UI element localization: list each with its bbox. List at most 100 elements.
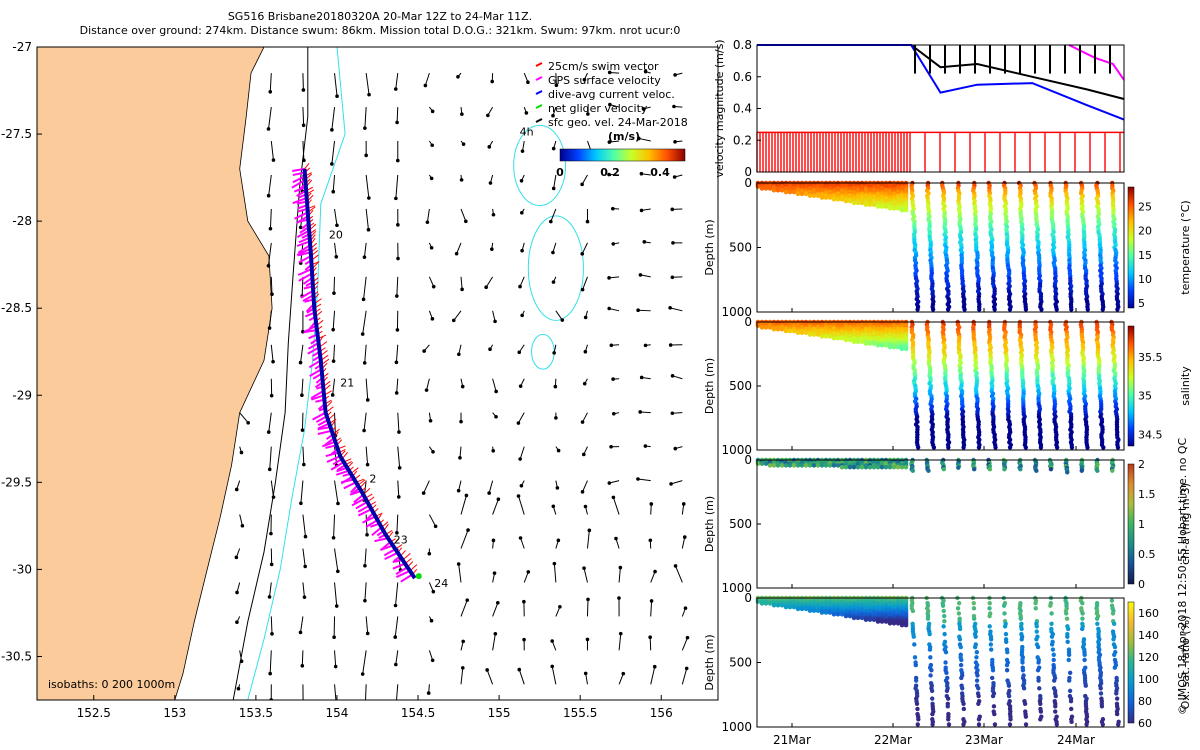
data-dot bbox=[783, 328, 789, 334]
current-arrow-head bbox=[496, 497, 501, 501]
data-dot bbox=[1079, 626, 1085, 632]
current-arrow-head bbox=[267, 326, 272, 330]
data-dot bbox=[1064, 611, 1069, 616]
time-x-tick-label: 22Mar bbox=[874, 733, 912, 747]
current-arrow-head bbox=[331, 359, 336, 363]
current-arrow-head bbox=[461, 639, 465, 644]
data-dot bbox=[1022, 701, 1028, 706]
current-arrow bbox=[396, 107, 399, 123]
gps-velocity-vector bbox=[298, 255, 312, 264]
data-dot bbox=[855, 200, 861, 206]
data-dot bbox=[1100, 307, 1105, 312]
data-dot bbox=[803, 463, 809, 468]
current-arrow-head bbox=[361, 297, 366, 302]
data-dot bbox=[823, 610, 829, 615]
current-arrow-head bbox=[360, 672, 365, 676]
current-arrow-head bbox=[522, 637, 526, 642]
data-dot bbox=[831, 611, 837, 617]
current-arrow-head bbox=[494, 389, 498, 394]
current-arrow bbox=[681, 536, 686, 549]
current-arrow-head bbox=[617, 596, 621, 600]
swim-vector bbox=[304, 163, 310, 170]
current-arrow bbox=[520, 537, 525, 549]
current-arrow bbox=[364, 107, 367, 129]
data-dot bbox=[763, 325, 769, 330]
land-mass bbox=[37, 47, 273, 700]
data-dot bbox=[1004, 662, 1010, 668]
data-dot bbox=[783, 604, 789, 610]
current-arrow bbox=[618, 567, 621, 583]
data-dot bbox=[930, 696, 935, 701]
data-dot bbox=[977, 307, 982, 312]
current-arrow-head bbox=[303, 564, 307, 569]
data-dot bbox=[973, 634, 978, 639]
current-arrow bbox=[301, 276, 304, 297]
current-arrow-head bbox=[460, 384, 465, 389]
current-arrow-head bbox=[298, 630, 303, 635]
data-dot bbox=[815, 463, 821, 468]
data-dot bbox=[855, 464, 861, 470]
map-x-tick-label: 154 bbox=[326, 706, 349, 720]
current-arrow-head bbox=[266, 127, 271, 131]
current-arrow bbox=[460, 276, 463, 290]
data-dot bbox=[944, 670, 949, 676]
data-dot bbox=[755, 184, 761, 189]
data-dot bbox=[839, 335, 845, 341]
current-arrow-head bbox=[300, 664, 305, 668]
depth-panel-bg bbox=[757, 322, 1124, 450]
current-arrow-head bbox=[365, 631, 370, 636]
current-arrow bbox=[555, 73, 557, 86]
data-dot bbox=[759, 461, 765, 466]
colorbar-tick-label: 20 bbox=[1138, 225, 1152, 238]
data-dot bbox=[1004, 668, 1010, 673]
data-dot bbox=[755, 461, 761, 466]
current-arrow-head bbox=[302, 158, 306, 163]
data-dot bbox=[867, 341, 873, 346]
depth-y-tick-label: 1000 bbox=[721, 443, 752, 457]
data-dot bbox=[913, 678, 919, 683]
depth-panel-dots bbox=[755, 457, 1116, 475]
data-dot bbox=[787, 604, 793, 610]
data-dot bbox=[1082, 657, 1087, 663]
current-arrow-head bbox=[363, 598, 367, 603]
data-dot bbox=[1069, 307, 1074, 312]
current-arrow bbox=[334, 73, 338, 97]
current-arrow bbox=[269, 73, 272, 92]
gps-velocity-vector bbox=[292, 167, 305, 172]
current-arrow bbox=[269, 310, 272, 329]
data-dot bbox=[1049, 634, 1055, 639]
data-dot bbox=[775, 463, 781, 468]
data-dot bbox=[988, 637, 994, 642]
data-dot bbox=[975, 673, 980, 678]
gps-velocity-vector bbox=[335, 469, 350, 476]
day-label: 20 bbox=[329, 229, 343, 242]
gps-velocity-vector bbox=[330, 461, 345, 471]
data-dot bbox=[1006, 693, 1012, 699]
current-arrow bbox=[396, 276, 399, 297]
depth-panel-dots bbox=[755, 319, 1121, 450]
data-dot bbox=[971, 467, 977, 472]
current-arrow-head bbox=[460, 287, 464, 292]
current-arrow-head bbox=[681, 502, 686, 506]
current-arrow-head bbox=[236, 686, 241, 691]
gps-velocity-vector bbox=[341, 478, 355, 484]
current-arrow bbox=[519, 446, 525, 460]
data-dot bbox=[976, 717, 982, 722]
current-arrow bbox=[618, 673, 624, 685]
data-dot bbox=[1079, 468, 1084, 473]
data-dot bbox=[958, 644, 963, 650]
current-arrow-head bbox=[269, 531, 273, 536]
current-arrow-head bbox=[673, 140, 677, 144]
data-dot bbox=[867, 464, 873, 470]
gps-velocity-vector bbox=[343, 481, 357, 490]
current-arrow-head bbox=[234, 555, 239, 560]
current-arrow-head bbox=[330, 128, 334, 132]
current-arrow-head bbox=[464, 493, 469, 498]
current-arrow-head bbox=[365, 398, 370, 402]
current-arrow-head bbox=[433, 524, 438, 529]
current-arrow-head bbox=[551, 504, 556, 509]
current-arrow bbox=[453, 310, 462, 321]
current-arrow-head bbox=[300, 393, 304, 398]
